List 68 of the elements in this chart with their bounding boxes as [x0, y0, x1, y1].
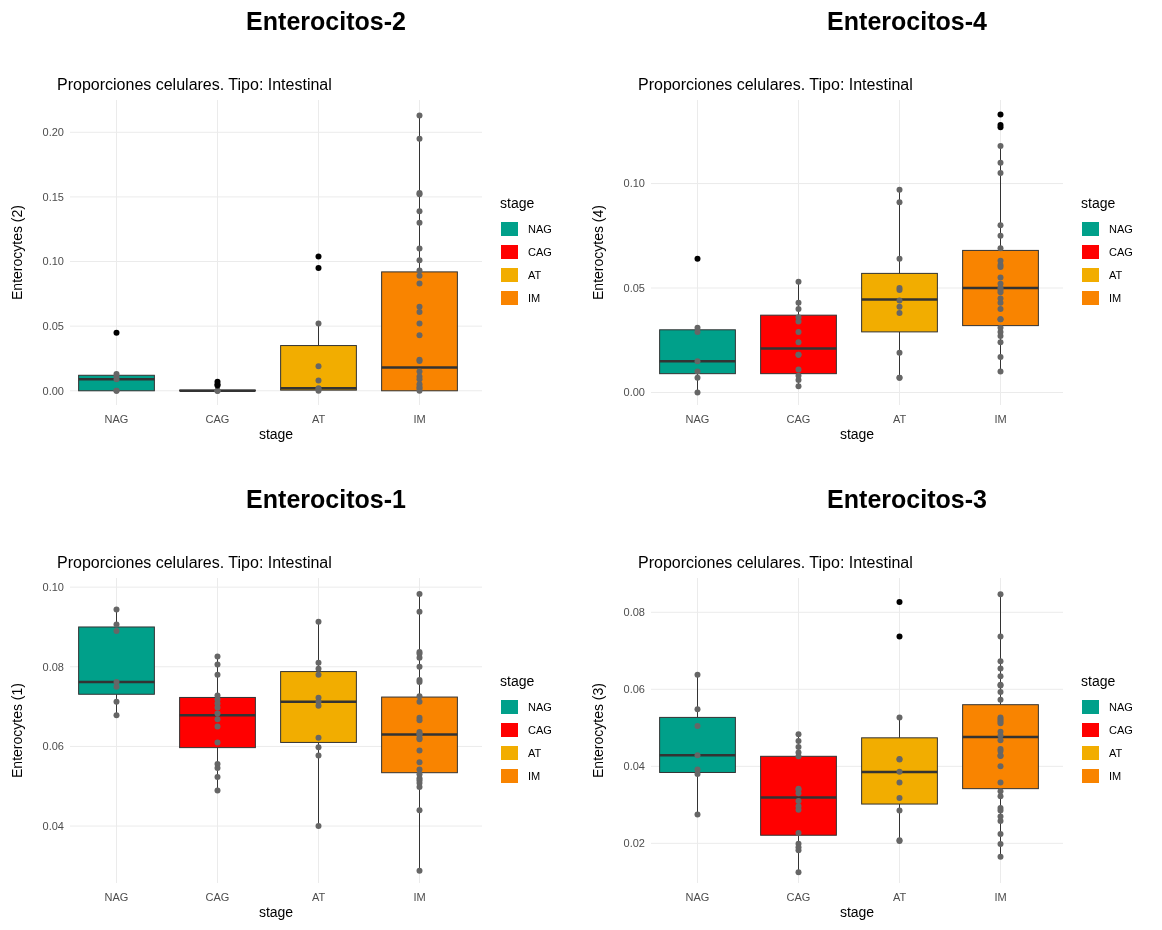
legend-label: AT	[1109, 746, 1123, 759]
legend-label: IM	[1109, 291, 1122, 304]
y-tick-label: 0.02	[623, 837, 645, 850]
x-tick-label: AT	[892, 413, 907, 425]
y-tick-label: 0.08	[42, 660, 64, 673]
legend-label: CAG	[528, 245, 552, 258]
legend-label: NAG	[1109, 222, 1133, 235]
x-tick-label: AT	[892, 891, 907, 903]
x-tick-label: IM	[994, 891, 1007, 903]
y-tick-label: 0.06	[42, 740, 64, 753]
chart-subtitle: Proporciones celulares. Tipo: Intestinal	[57, 76, 332, 93]
y-axis-title: Enterocytes (2)	[9, 205, 25, 300]
x-tick-label: CAG	[786, 891, 811, 903]
x-tick-label: NAG	[685, 891, 710, 903]
legend-title: stage	[500, 195, 535, 211]
chart-title: Enterocitos-2	[246, 7, 406, 35]
x-tick-label: NAG	[104, 413, 129, 425]
x-axis-title: stage	[839, 426, 875, 442]
legend-label: AT	[1109, 268, 1123, 281]
y-tick-label: 0.20	[42, 126, 64, 139]
y-axis-title: Enterocytes (4)	[590, 205, 606, 300]
y-tick-label: 0.10	[42, 255, 64, 268]
y-tick-label: 0.05	[42, 320, 64, 333]
y-tick-label: 0.06	[623, 683, 645, 696]
x-axis-title: stage	[258, 904, 294, 920]
x-tick-label: CAG	[205, 413, 230, 425]
chart-title: Enterocitos-3	[827, 485, 987, 513]
legend-label: CAG	[528, 723, 552, 736]
legend-label: NAG	[1109, 700, 1133, 713]
y-axis-title: Enterocytes (3)	[590, 683, 606, 778]
x-tick-label: AT	[311, 413, 326, 425]
x-tick-label: NAG	[104, 891, 129, 903]
y-tick-label: 0.05	[623, 281, 645, 294]
legend-label: NAG	[528, 700, 552, 713]
chart-title: Enterocitos-1	[246, 485, 406, 513]
x-tick-label: CAG	[205, 891, 230, 903]
y-axis-title: Enterocytes (1)	[9, 683, 25, 778]
x-tick-label: AT	[311, 891, 326, 903]
y-tick-label: 0.08	[623, 606, 645, 619]
chart-subtitle: Proporciones celulares. Tipo: Intestinal	[57, 554, 332, 571]
legend-label: IM	[528, 769, 541, 782]
x-tick-label: IM	[413, 413, 426, 425]
legend-title: stage	[1081, 195, 1116, 211]
x-tick-label: IM	[994, 413, 1007, 425]
y-tick-label: 0.15	[42, 190, 64, 203]
x-tick-label: IM	[413, 891, 426, 903]
x-tick-label: CAG	[786, 413, 811, 425]
y-tick-label: 0.10	[42, 581, 64, 594]
x-axis-title: stage	[258, 426, 294, 442]
legend-title: stage	[1081, 673, 1116, 689]
legend-label: IM	[528, 291, 541, 304]
y-tick-label: 0.04	[42, 819, 64, 832]
legend-label: CAG	[1109, 245, 1133, 258]
legend-label: AT	[528, 268, 542, 281]
x-axis-title: stage	[839, 904, 875, 920]
chart-subtitle: Proporciones celulares. Tipo: Intestinal	[638, 76, 913, 93]
legend-title: stage	[500, 673, 535, 689]
legend-label: AT	[528, 746, 542, 759]
legend-label: CAG	[1109, 723, 1133, 736]
x-tick-label: NAG	[685, 413, 710, 425]
chart-subtitle: Proporciones celulares. Tipo: Intestinal	[638, 554, 913, 571]
y-tick-label: 0.04	[623, 760, 645, 773]
y-tick-label: 0.00	[623, 386, 645, 399]
y-tick-label: 0.10	[623, 177, 645, 190]
legend-label: NAG	[528, 222, 552, 235]
chart-title: Enterocitos-4	[827, 7, 987, 35]
y-tick-label: 0.00	[42, 384, 64, 397]
legend-label: IM	[1109, 769, 1122, 782]
